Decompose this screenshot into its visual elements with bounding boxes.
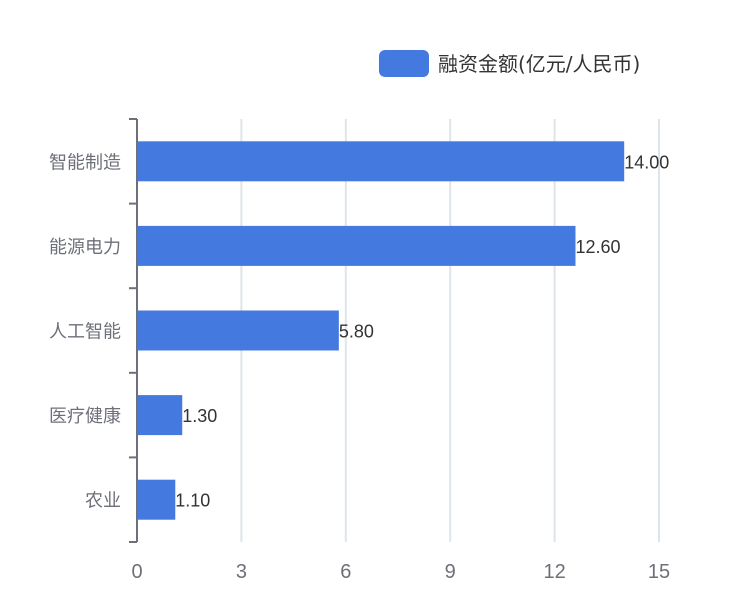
y-category-label: 智能制造 <box>49 152 121 173</box>
x-tick-label: 3 <box>236 561 247 583</box>
bar[interactable] <box>137 479 176 520</box>
x-tick-label: 6 <box>340 561 351 583</box>
bar[interactable] <box>137 310 339 351</box>
legend[interactable]: 融资金额(亿元/人民币) <box>379 50 640 77</box>
bar-value-label: 1.10 <box>175 491 210 511</box>
x-tick-label: 0 <box>131 561 142 583</box>
bar-value-label: 1.30 <box>182 406 217 426</box>
bar[interactable] <box>137 395 183 436</box>
axes <box>129 118 138 543</box>
y-category-label: 能源电力 <box>49 237 121 258</box>
bar-value-label: 12.60 <box>575 237 620 257</box>
y-category-label: 农业 <box>85 491 121 512</box>
grid-lines <box>240 119 660 542</box>
bar[interactable] <box>137 141 625 182</box>
legend-swatch[interactable] <box>379 50 429 77</box>
x-tick-label: 9 <box>445 561 456 583</box>
x-tick-label: 15 <box>648 561 670 583</box>
x-tick-label: 12 <box>543 561 565 583</box>
bar[interactable] <box>137 225 576 266</box>
bars <box>137 141 625 520</box>
labels: 0 3 6 9 12 15 智能制造 14.00 能源电力 12.60 人工智能 5.80 医疗健康 1.… <box>49 152 670 583</box>
bar-value-label: 5.80 <box>339 322 374 342</box>
y-category-label: 医疗健康 <box>49 406 121 427</box>
legend-label[interactable]: 融资金额(亿元/人民币) <box>438 52 640 76</box>
y-category-label: 人工智能 <box>49 322 121 343</box>
bar-value-label: 14.00 <box>624 152 669 172</box>
